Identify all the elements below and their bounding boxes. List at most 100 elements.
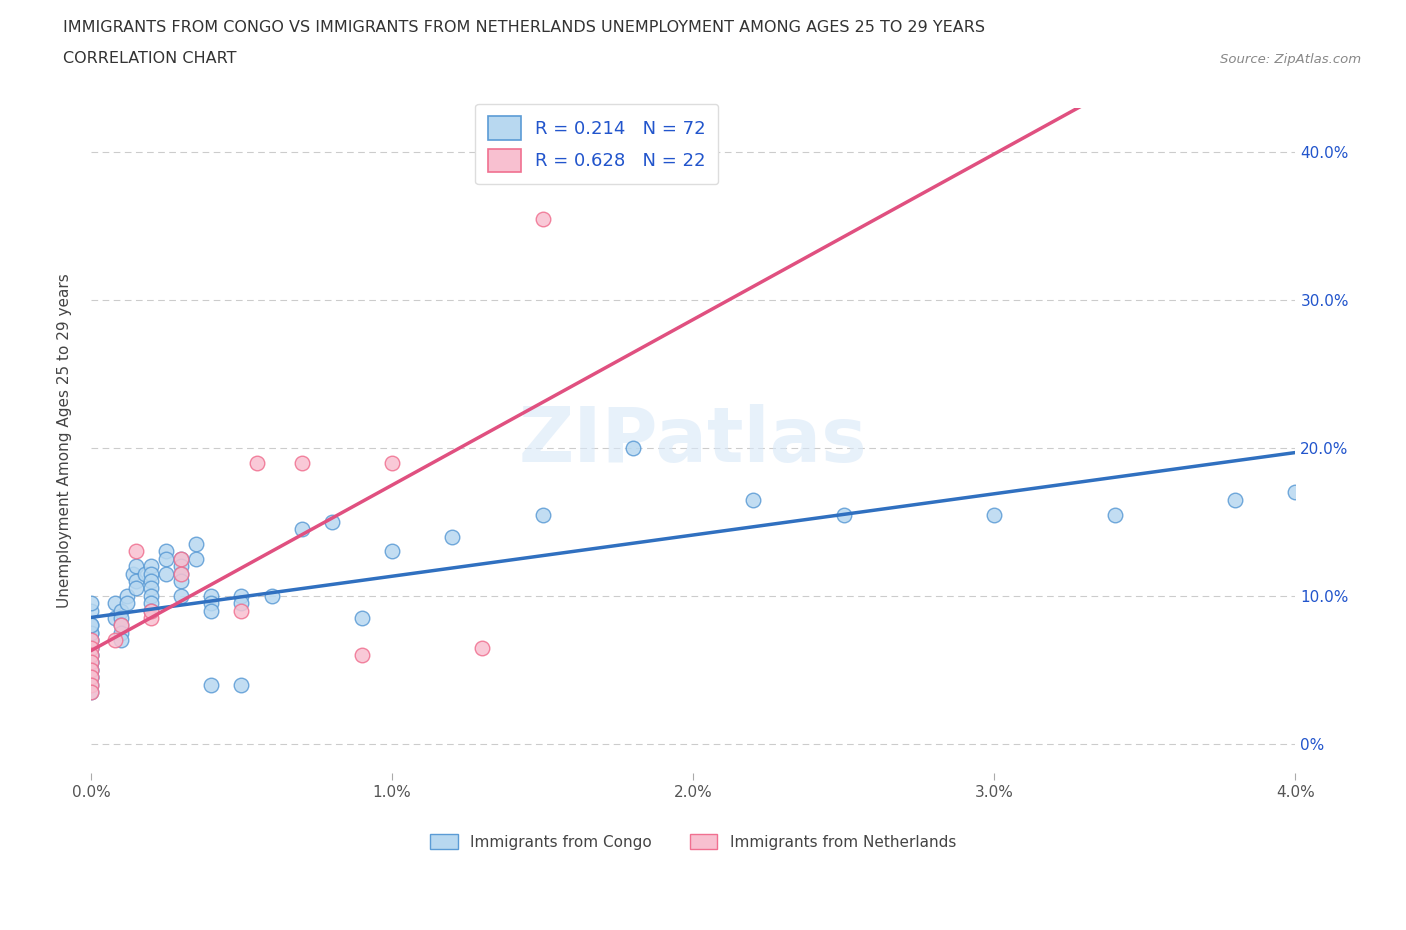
Point (80, 670, 103, 684)
Point (80, 647, 103, 662)
Point (350, 611, 373, 626)
Point (110, 625, 132, 640)
Point (80, 640, 103, 655)
Point (155, 566, 177, 581)
Text: CORRELATION CHART: CORRELATION CHART (63, 51, 236, 66)
Point (104, 611, 127, 626)
Point (80, 596, 103, 611)
Point (80, 647, 103, 662)
Text: IMMIGRANTS FROM CONGO VS IMMIGRANTS FROM NETHERLANDS UNEMPLOYMENT AMONG AGES 25 : IMMIGRANTS FROM CONGO VS IMMIGRANTS FROM… (63, 20, 986, 35)
Point (110, 618, 132, 632)
Point (186, 537, 208, 551)
Point (381, 456, 404, 471)
Point (125, 559, 148, 574)
Point (1284, 485, 1306, 499)
Point (125, 581, 148, 596)
Point (231, 589, 253, 604)
Point (742, 492, 765, 507)
Point (231, 604, 253, 618)
Point (141, 559, 163, 574)
Point (170, 551, 193, 566)
Point (200, 604, 222, 618)
Point (170, 559, 193, 574)
Point (200, 589, 222, 604)
Point (141, 581, 163, 596)
Point (125, 574, 148, 589)
Point (621, 441, 644, 456)
Point (141, 611, 163, 626)
Point (80, 640, 103, 655)
Point (141, 604, 163, 618)
Point (115, 589, 138, 604)
Point (1104, 507, 1126, 522)
Legend: Immigrants from Congo, Immigrants from Netherlands: Immigrants from Congo, Immigrants from N… (425, 828, 962, 856)
Point (80, 618, 103, 632)
Point (80, 677, 103, 692)
Point (80, 684, 103, 699)
Point (115, 596, 138, 611)
Point (441, 529, 464, 544)
Point (381, 544, 404, 559)
Text: ZIPatlas: ZIPatlas (519, 404, 868, 478)
Point (170, 574, 193, 589)
Point (125, 544, 148, 559)
Point (80, 632, 103, 647)
Point (80, 655, 103, 670)
Point (155, 551, 177, 566)
Point (80, 618, 103, 632)
Point (531, 211, 554, 226)
Point (141, 574, 163, 589)
Point (110, 618, 132, 632)
Point (80, 655, 103, 670)
Point (80, 632, 103, 647)
Point (170, 566, 193, 581)
Point (80, 670, 103, 684)
Point (80, 625, 103, 640)
Point (291, 456, 314, 471)
Point (291, 522, 314, 537)
Point (321, 514, 343, 529)
Point (80, 662, 103, 677)
Point (80, 670, 103, 684)
Point (80, 662, 103, 677)
Point (531, 507, 554, 522)
Point (141, 604, 163, 618)
Point (231, 677, 253, 692)
Point (110, 604, 132, 618)
Point (170, 589, 193, 604)
Point (260, 589, 283, 604)
Point (80, 647, 103, 662)
Point (350, 647, 373, 662)
Point (141, 589, 163, 604)
Point (186, 551, 208, 566)
Point (110, 632, 132, 647)
Point (80, 625, 103, 640)
Point (1225, 492, 1247, 507)
Point (155, 544, 177, 559)
Point (80, 662, 103, 677)
Point (170, 566, 193, 581)
Point (134, 566, 156, 581)
Point (231, 596, 253, 611)
Point (832, 507, 855, 522)
Point (104, 632, 127, 647)
Text: Source: ZipAtlas.com: Source: ZipAtlas.com (1220, 53, 1361, 66)
Point (200, 596, 222, 611)
Point (80, 677, 103, 692)
Point (110, 611, 132, 626)
Point (104, 596, 127, 611)
Y-axis label: Unemployment Among Ages 25 to 29 years: Unemployment Among Ages 25 to 29 years (58, 273, 72, 608)
Point (80, 640, 103, 655)
Point (80, 655, 103, 670)
Point (245, 456, 267, 471)
Point (141, 596, 163, 611)
Point (200, 677, 222, 692)
Point (471, 640, 494, 655)
Point (170, 551, 193, 566)
Point (80, 684, 103, 699)
Point (141, 566, 163, 581)
Point (983, 507, 1005, 522)
Point (80, 604, 103, 618)
Point (122, 566, 145, 581)
Point (80, 632, 103, 647)
